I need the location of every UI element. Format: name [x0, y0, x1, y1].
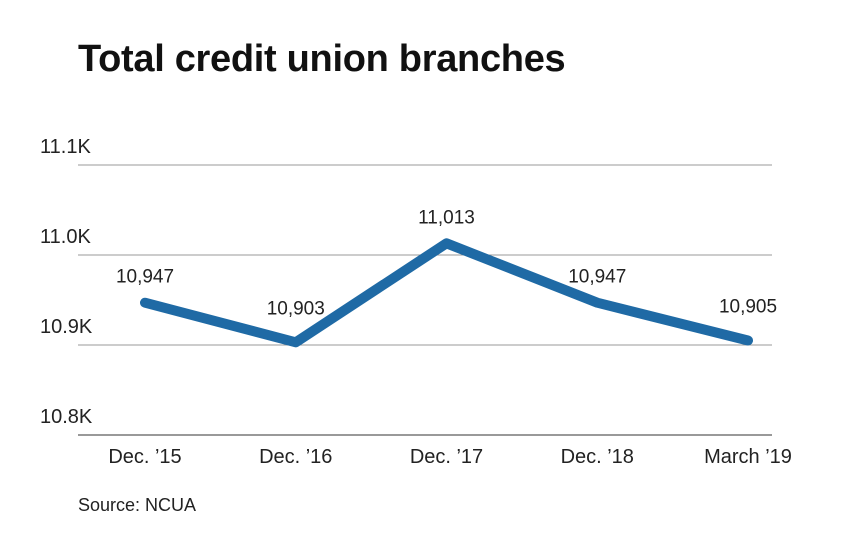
data-label: 10,903 [267, 298, 325, 319]
x-tick-label: Dec. ’18 [561, 446, 634, 468]
x-tick-label: Dec. ’15 [108, 446, 181, 468]
x-tick-label: Dec. ’17 [410, 446, 483, 468]
y-tick-label: 11.1K [40, 136, 91, 158]
x-tick-label: Dec. ’16 [259, 446, 332, 468]
series-polyline [140, 238, 753, 348]
chart-title: Total credit union branches [78, 38, 566, 80]
y-tick-label: 10.9K [40, 316, 93, 338]
data-labels: 10,947 10,903 11,013 10,947 10,905 [116, 207, 777, 319]
series-line [140, 238, 753, 348]
x-axis: Dec. ’15 Dec. ’16 Dec. ’17 Dec. ’18 March ’1… [78, 434, 792, 468]
data-label: 10,905 [719, 297, 777, 318]
x-tick-label: March ’19 [704, 446, 792, 468]
data-label: 10,947 [116, 267, 174, 288]
y-tick-label: 11.0K [40, 226, 91, 248]
data-label: 11,013 [418, 207, 475, 228]
y-axis-ticks: 10.8K 10.9K 11.0K 11.1K [40, 136, 93, 428]
source-note: Source: NCUA [78, 495, 197, 515]
y-tick-label: 10.8K [40, 406, 93, 428]
data-label: 10,947 [568, 267, 626, 288]
